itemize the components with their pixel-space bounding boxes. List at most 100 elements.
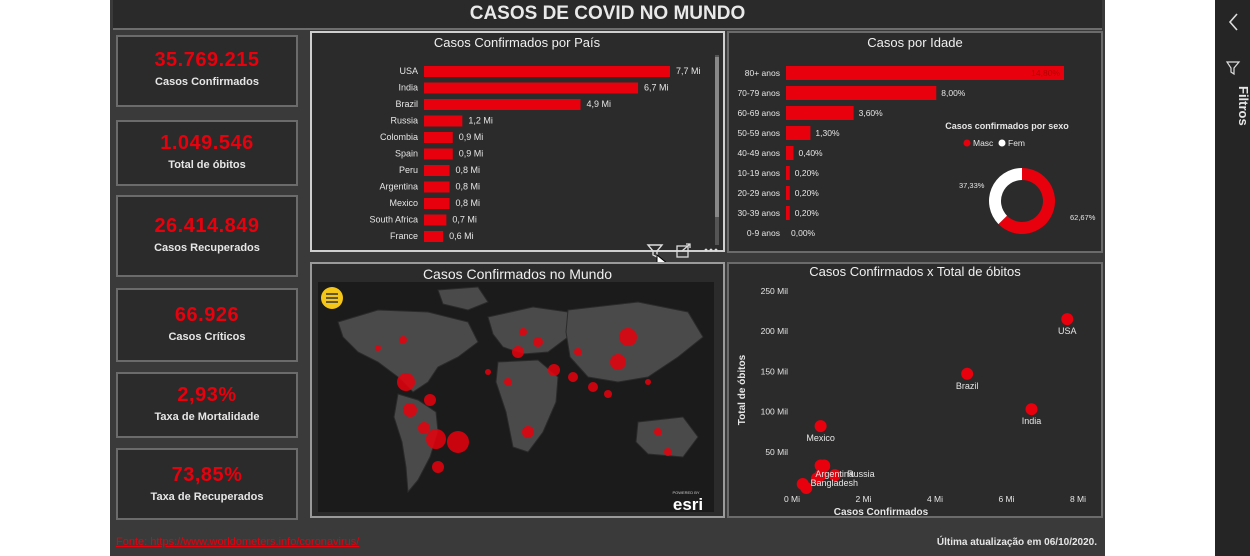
donut-slice[interactable]: [998, 168, 1055, 234]
filter-icon[interactable]: [1225, 61, 1241, 76]
age-value-label: 0,20%: [795, 208, 820, 218]
panel-age[interactable]: Casos por Idade 80+ anos 14,80% 70-79 anos…: [727, 31, 1103, 253]
panel-map[interactable]: Casos Confirmados no Mundo POWER: [310, 262, 725, 518]
age-value-label: 14,80%: [1031, 68, 1060, 78]
country-bar[interactable]: [424, 181, 450, 193]
age-label: 30-39 anos: [737, 208, 780, 218]
country-value-label: 0,8 Mi: [456, 198, 481, 208]
scatter-point[interactable]: [1061, 313, 1074, 326]
scatter-point-label: India: [1022, 416, 1042, 426]
country-value-label: 1,2 Mi: [468, 116, 493, 126]
kpi-value: 2,93%: [177, 384, 237, 406]
legend-label: Masc: [973, 138, 994, 148]
country-label: Spain: [395, 149, 418, 159]
age-bar[interactable]: [786, 126, 811, 140]
country-bar[interactable]: [424, 132, 453, 143]
scatter-chart[interactable]: Casos Confirmados x Total de óbitos Caso…: [729, 264, 1101, 518]
country-bar[interactable]: [424, 148, 453, 160]
country-label: India: [398, 83, 418, 93]
country-bar[interactable]: [424, 115, 463, 127]
age-label: 80+ anos: [745, 68, 780, 78]
kpi-label: Total de óbitos: [168, 159, 246, 171]
kpi-card-deaths[interactable]: 1.049.546 Total de óbitos: [116, 120, 298, 186]
age-bar[interactable]: [786, 86, 937, 100]
esri-logo: esri: [673, 495, 703, 512]
map-bubbles[interactable]: [375, 328, 672, 473]
panel-scatter[interactable]: Casos Confirmados x Total de óbitos Caso…: [727, 262, 1103, 518]
scatter-point[interactable]: [1025, 403, 1038, 416]
scatter-point[interactable]: [828, 469, 841, 482]
legend-marker-masc: [963, 139, 971, 147]
scatter-point[interactable]: [818, 460, 831, 473]
country-bar[interactable]: [424, 198, 450, 209]
x-tick-label: 4 Mi: [927, 494, 943, 504]
country-bar[interactable]: [424, 99, 581, 110]
kpi-card-mortality[interactable]: 2,93% Taxa de Mortalidade: [116, 372, 298, 438]
sex-donut-chart[interactable]: Casos confirmados por sexo Masc Fem 62,67%…: [907, 117, 1107, 247]
country-value-label: 0,9 Mi: [459, 132, 484, 142]
chevron-left-icon[interactable]: [1228, 13, 1238, 31]
x-tick-label: 2 Mi: [855, 494, 871, 504]
age-bar[interactable]: [786, 66, 1064, 80]
country-value-label: 0,8 Mi: [456, 182, 481, 192]
age-label: 70-79 anos: [737, 88, 780, 98]
chart-title: Casos Confirmados x Total de óbitos: [809, 264, 1021, 279]
source-link[interactable]: Fonte: https://www.worldometers.info/cor…: [116, 536, 360, 548]
scatter-point-label: USA: [1058, 326, 1077, 336]
age-bar[interactable]: [786, 206, 790, 220]
legend-label: Fem: [1008, 138, 1025, 148]
scatter-point[interactable]: [796, 477, 809, 490]
age-label: 20-29 anos: [737, 188, 780, 198]
x-tick-label: 8 Mi: [1070, 494, 1086, 504]
chart-title: Casos confirmados por sexo: [945, 121, 1069, 131]
kpi-label: Taxa de Mortalidade: [154, 411, 260, 423]
y-tick-label: 200 Mil: [761, 326, 789, 336]
last-update-text: Última atualização em 06/10/2020.: [936, 537, 1097, 548]
age-label: 60-69 anos: [737, 108, 780, 118]
country-value-label: 4,9 Mi: [587, 99, 612, 109]
age-bar[interactable]: [786, 166, 790, 180]
country-bar[interactable]: [424, 66, 670, 77]
country-bar[interactable]: [424, 165, 450, 176]
countries-bar-chart[interactable]: Casos Confirmados por País USA 7,7 Mi Indi…: [312, 33, 723, 250]
kpi-card-recovered[interactable]: 26.414.849 Casos Recuperados: [116, 195, 298, 277]
kpi-value: 73,85%: [171, 464, 243, 486]
country-value-label: 0,8 Mi: [456, 165, 481, 175]
y-tick-label: 150 Mil: [761, 366, 789, 376]
age-value-label: 0,20%: [795, 188, 820, 198]
donut-slice[interactable]: [989, 168, 1022, 225]
age-bar[interactable]: [786, 146, 794, 160]
dashboard-title: CASOS DE COVID NO MUNDO: [113, 0, 1102, 30]
country-label: Brazil: [395, 99, 418, 109]
world-map[interactable]: POWERED BY esri: [318, 282, 714, 512]
more-options-icon[interactable]: [704, 248, 718, 252]
focus-mode-icon[interactable]: [676, 243, 691, 258]
country-label: Argentina: [379, 182, 418, 192]
age-bar[interactable]: [786, 106, 854, 120]
y-axis-label: Total de óbitos: [737, 354, 748, 425]
kpi-card-recovery-rate[interactable]: 73,85% Taxa de Recuperados: [116, 448, 298, 520]
donut-value-label: 62,67%: [1070, 213, 1096, 222]
scatter-point-label: Argentina: [815, 469, 854, 479]
chart-scrollbar-thumb[interactable]: [715, 57, 719, 217]
age-value-label: 0,40%: [799, 148, 824, 158]
panel-countries[interactable]: Casos Confirmados por País USA 7,7 Mi Indi…: [310, 31, 725, 252]
filters-pane[interactable]: Filtros: [1215, 0, 1250, 556]
country-bar[interactable]: [424, 82, 639, 94]
age-value-label: 3,60%: [859, 108, 884, 118]
age-bar[interactable]: [786, 186, 790, 200]
kpi-card-critical[interactable]: 66.926 Casos Críticos: [116, 288, 298, 362]
kpi-card-confirmed[interactable]: 35.769.215 Casos Confirmados: [116, 35, 298, 107]
scatter-point[interactable]: [814, 420, 827, 433]
age-bar-chart[interactable]: Casos por Idade 80+ anos 14,80% 70-79 anos…: [729, 33, 1101, 251]
country-label: Peru: [399, 165, 418, 175]
scatter-point[interactable]: [961, 367, 974, 380]
legend-marker-fem: [998, 139, 1006, 147]
scatter-point-label: Russia: [847, 469, 875, 479]
country-bar[interactable]: [424, 231, 444, 242]
y-tick-label: 50 Mil: [765, 447, 788, 457]
country-bar[interactable]: [424, 214, 447, 226]
kpi-value: 26.414.849: [154, 215, 260, 237]
filters-label[interactable]: Filtros: [1236, 86, 1250, 126]
scatter-point[interactable]: [811, 472, 824, 485]
